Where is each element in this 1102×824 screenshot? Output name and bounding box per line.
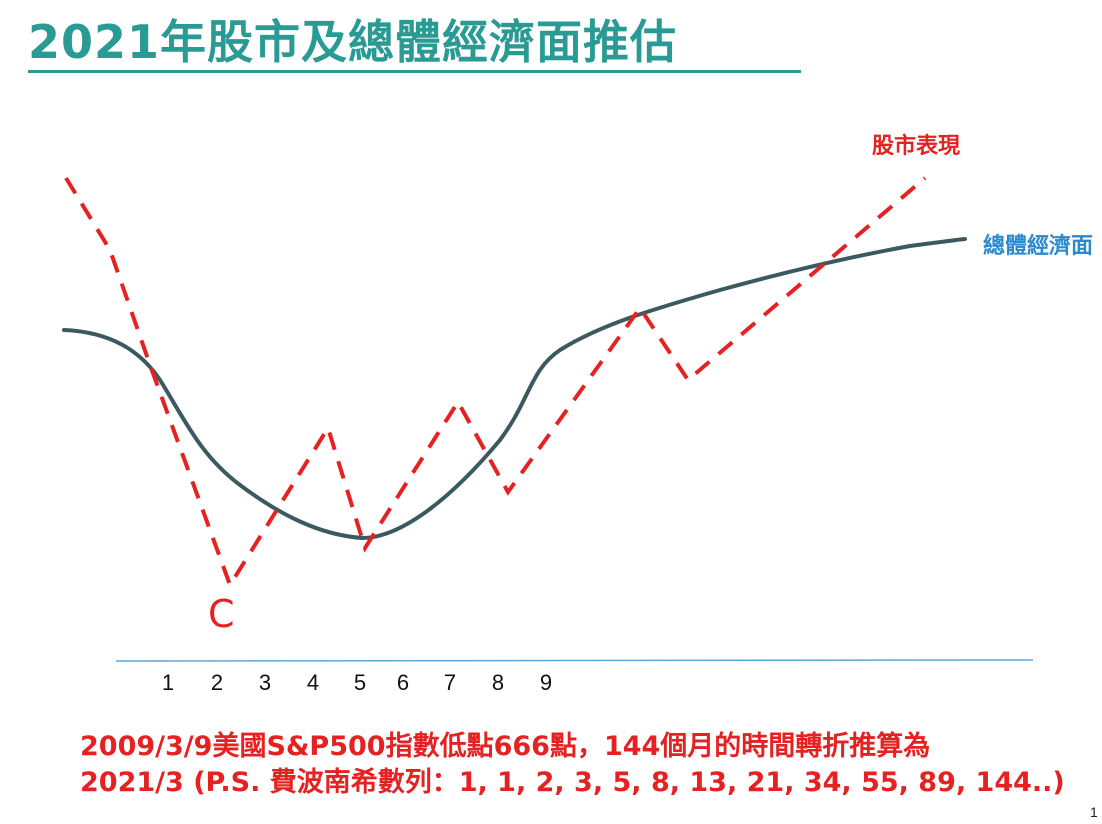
axis-tick: 4 bbox=[306, 670, 320, 695]
note-line-2: 2021/3 (P.S. 費波南希數列：1, 1, 2, 3, 5, 8, 13… bbox=[80, 767, 1065, 798]
axis-baseline bbox=[115, 659, 1034, 662]
axis-tick: 8 bbox=[491, 670, 505, 695]
page-title: 2021年股市及總體經濟面推估 bbox=[28, 15, 678, 69]
legend-stock-label: 股市表現 bbox=[872, 134, 961, 159]
axis-tick: 2 bbox=[210, 670, 224, 695]
page-number: 1 bbox=[1090, 804, 1098, 820]
axis-tick: 1 bbox=[161, 670, 175, 695]
title-underline bbox=[28, 70, 801, 73]
axis-tick: 3 bbox=[258, 670, 272, 695]
axis-tick: 9 bbox=[539, 670, 553, 695]
axis-tick: 7 bbox=[443, 670, 457, 695]
axis-tick: 5 bbox=[353, 670, 367, 695]
wave-c-label: C bbox=[208, 592, 235, 636]
legend-economy-label: 總體經濟面 bbox=[983, 234, 1094, 259]
axis-tick: 6 bbox=[396, 670, 410, 695]
economy-curve bbox=[62, 237, 967, 541]
stock-curve bbox=[64, 176, 927, 590]
note-line-1: 2009/3/9美國S&P500指數低點666點，144個月的時間轉折推算為 bbox=[80, 731, 931, 762]
